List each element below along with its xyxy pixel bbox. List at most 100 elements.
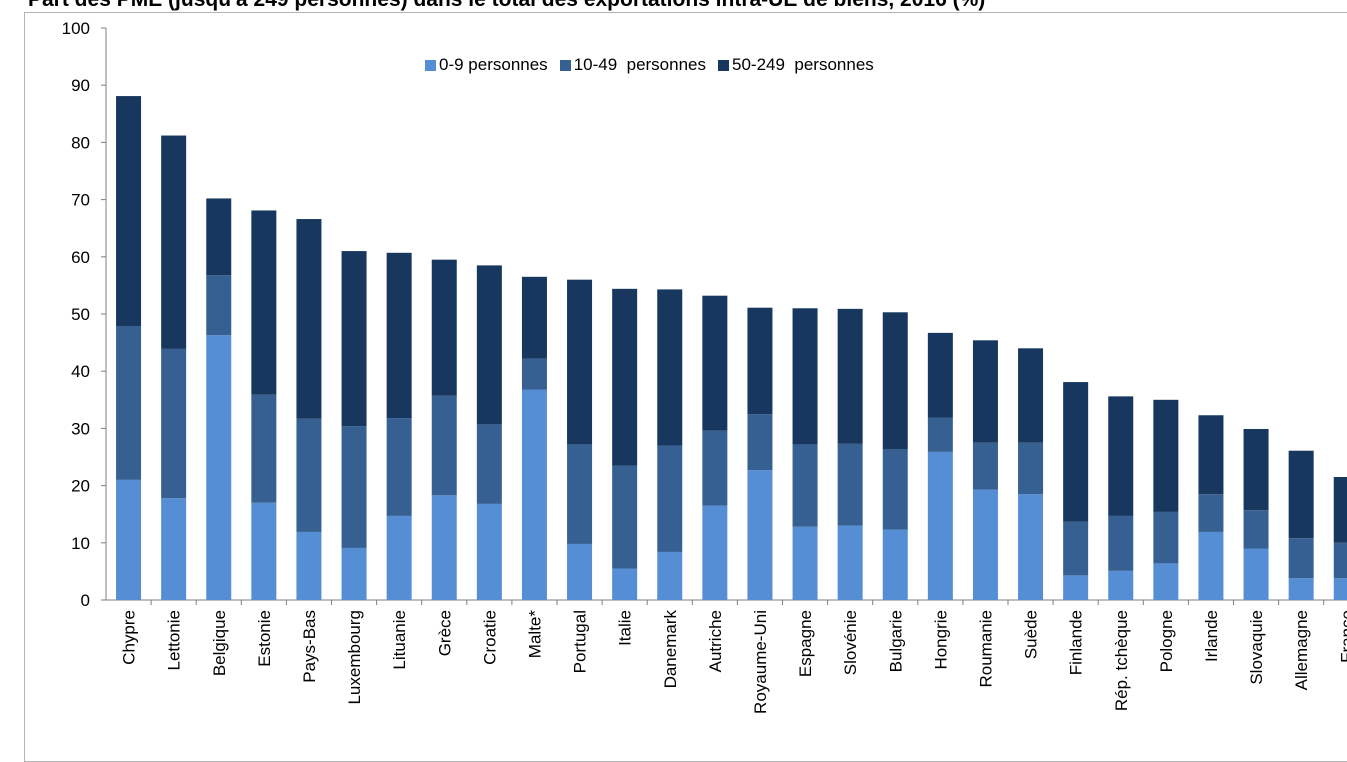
bar-segment-series-2 xyxy=(1288,538,1314,579)
bar-segment-series-3 xyxy=(657,289,683,446)
y-tick-label: 20 xyxy=(71,477,90,496)
bar-segment-series-2 xyxy=(206,275,232,336)
legend-swatch xyxy=(718,59,730,71)
bar-segment-series-3 xyxy=(612,288,638,466)
x-tick-label: Malte* xyxy=(525,610,544,659)
bar-segment-series-1 xyxy=(251,502,277,600)
bar-segment-series-2 xyxy=(1153,511,1179,564)
x-tick-label: Allemagne xyxy=(1292,610,1311,690)
x-tick-label: Portugal xyxy=(571,610,590,673)
bar-segment-series-2 xyxy=(296,418,322,532)
bar-segment-series-3 xyxy=(747,307,773,415)
x-tick-label: Pologne xyxy=(1157,610,1176,672)
bar-segment-series-2 xyxy=(1333,542,1347,579)
bar-segment-series-3 xyxy=(431,259,457,396)
x-tick-label: Autriche xyxy=(706,610,725,672)
bar-segment-series-2 xyxy=(657,445,683,552)
x-tick-label: Luxembourg xyxy=(345,610,364,705)
x-tick-label: France xyxy=(1337,610,1347,663)
legend-item: 0-9 personnes xyxy=(425,55,548,75)
y-tick-label: 80 xyxy=(71,133,90,152)
bar-segment-series-3 xyxy=(567,279,593,445)
x-tick-label: Grèce xyxy=(435,610,454,656)
x-tick-label: Chypre xyxy=(120,610,139,665)
x-tick-label: Estonie xyxy=(255,610,274,667)
bar-segment-series-3 xyxy=(1063,382,1089,522)
bar-segment-series-3 xyxy=(1018,348,1044,443)
bar-segment-series-2 xyxy=(972,442,998,490)
bar-segment-series-1 xyxy=(521,389,547,600)
bar-segment-series-2 xyxy=(927,417,953,452)
x-tick-label: Pays-Bas xyxy=(300,610,319,683)
bar-segment-series-1 xyxy=(1198,531,1224,600)
legend-swatch xyxy=(425,59,436,71)
bar-segment-series-1 xyxy=(837,525,863,600)
legend-item: 50-249 personnes xyxy=(718,55,874,75)
legend-item: 10-49 personnes xyxy=(559,55,707,75)
bar-segment-series-1 xyxy=(1333,578,1347,600)
bar-segment-series-2 xyxy=(837,443,863,526)
x-tick-label: Danemark xyxy=(661,610,680,689)
bar-segment-series-3 xyxy=(882,312,908,449)
x-tick-label: Croatie xyxy=(480,610,499,665)
bar-segment-series-1 xyxy=(1243,548,1269,600)
bar-segment-series-3 xyxy=(1153,399,1179,512)
bar-segment-series-2 xyxy=(882,448,908,530)
bar-segment-series-1 xyxy=(612,568,638,600)
x-tick-label: Lettonie xyxy=(165,610,184,671)
bar-segment-series-2 xyxy=(747,414,773,471)
y-tick-label: 0 xyxy=(81,591,90,610)
bar-segment-series-1 xyxy=(1108,570,1134,600)
bar-segment-series-2 xyxy=(341,426,367,548)
bar-segment-series-1 xyxy=(567,543,593,600)
x-tick-label: Roumanie xyxy=(976,610,995,688)
y-tick-label: 90 xyxy=(71,76,90,95)
x-tick-label: Belgique xyxy=(210,610,229,676)
bar-segment-series-1 xyxy=(972,489,998,600)
x-tick-label: Espagne xyxy=(796,610,815,677)
x-tick-label: Rép. tchèque xyxy=(1112,610,1131,711)
bar-segment-series-3 xyxy=(296,219,322,419)
bar-segment-series-3 xyxy=(792,308,818,445)
bar-segment-series-2 xyxy=(702,430,728,506)
bar-segment-series-3 xyxy=(251,210,277,395)
y-tick-label: 40 xyxy=(71,362,90,381)
bar-segment-series-2 xyxy=(116,326,142,480)
bar-segment-series-3 xyxy=(521,276,547,359)
bar-segment-series-1 xyxy=(296,531,322,600)
legend-swatch xyxy=(559,59,571,71)
x-tick-label: Hongrie xyxy=(931,610,950,670)
bar-segment-series-3 xyxy=(1288,450,1314,539)
bar-segment-series-2 xyxy=(1108,515,1134,571)
bar-segment-series-2 xyxy=(521,358,547,390)
bar-segment-series-3 xyxy=(206,198,232,276)
y-tick-label: 30 xyxy=(71,419,90,438)
bar-segment-series-3 xyxy=(927,332,953,418)
bar-segment-series-1 xyxy=(431,495,457,600)
bar-segment-series-3 xyxy=(476,265,502,425)
bar-segment-series-1 xyxy=(161,498,187,600)
legend: 0-9 personnes 10-49 personnes 50-249 perso… xyxy=(425,55,874,75)
bar-segment-series-1 xyxy=(927,451,953,600)
x-tick-label: Slovénie xyxy=(841,610,860,675)
bar-segment-series-1 xyxy=(657,551,683,600)
bar-segment-series-1 xyxy=(386,515,412,600)
bar-segment-series-3 xyxy=(386,252,412,419)
bar-segment-series-1 xyxy=(792,526,818,600)
bar-segment-series-2 xyxy=(476,424,502,504)
bar-segment-series-3 xyxy=(116,96,142,327)
legend-label: 50-249 personnes xyxy=(732,55,874,74)
x-tick-label: Bulgarie xyxy=(886,610,905,672)
bar-segment-series-2 xyxy=(1198,494,1224,532)
bar-segment-series-2 xyxy=(386,418,412,516)
bar-segment-series-3 xyxy=(1198,415,1224,495)
y-tick-label: 70 xyxy=(71,191,90,210)
bar-segment-series-2 xyxy=(1063,521,1089,576)
bar-segment-series-3 xyxy=(837,308,863,444)
bar-segment-series-1 xyxy=(206,335,232,600)
legend-label: 0-9 personnes xyxy=(439,55,548,74)
bar-segment-series-2 xyxy=(612,465,638,569)
y-tick-label: 100 xyxy=(62,19,90,38)
legend-label: 10-49 personnes xyxy=(573,55,707,74)
y-tick-label: 50 xyxy=(71,305,90,324)
